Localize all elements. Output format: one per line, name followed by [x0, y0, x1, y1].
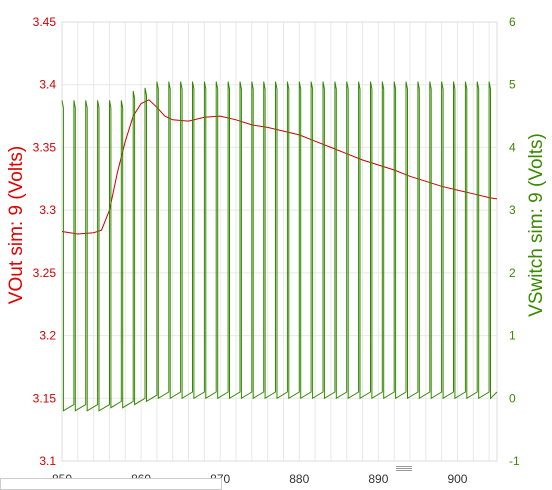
legend-box	[0, 478, 222, 490]
axis-layer: 3.13.153.23.253.33.353.43.45-10123456850…	[33, 15, 520, 486]
y-left-tick-label: 3.4	[39, 78, 56, 92]
x-tick-label: 880	[289, 472, 309, 486]
y-left-tick-label: 3.2	[39, 329, 56, 343]
y-right-tick-label: 6	[509, 15, 516, 29]
x-tick-label: 890	[368, 472, 388, 486]
y-left-tick-label: 3.45	[33, 15, 57, 29]
plot-frame	[61, 21, 498, 462]
y-right-tick-label: 2	[509, 266, 516, 280]
series-line-vout	[61, 99, 498, 235]
series-layer	[61, 81, 498, 412]
y-left-tick-label: 3.15	[33, 391, 57, 405]
resize-handle-icon[interactable]	[396, 466, 412, 471]
x-tick-label: 900	[447, 472, 467, 486]
y-right-tick-label: 3	[509, 203, 516, 217]
y-right-tick-label: 0	[509, 391, 516, 405]
grid-layer	[61, 21, 498, 462]
y-right-tick-label: 1	[509, 329, 516, 343]
y-axis-right-label: VSwitch sim: 9 (Volts)	[526, 133, 547, 317]
y-right-tick-label: 5	[509, 78, 516, 92]
y-axis-left-label: VOut sim: 9 (Volts)	[6, 146, 27, 304]
y-left-tick-label: 3.1	[39, 454, 56, 468]
y-right-tick-label: -1	[509, 454, 520, 468]
y-right-tick-label: 4	[509, 140, 516, 154]
y-left-tick-label: 3.35	[33, 140, 57, 154]
y-left-tick-label: 3.3	[39, 203, 56, 217]
y-left-tick-label: 3.25	[33, 266, 57, 280]
series-line-vswitch	[61, 81, 498, 412]
